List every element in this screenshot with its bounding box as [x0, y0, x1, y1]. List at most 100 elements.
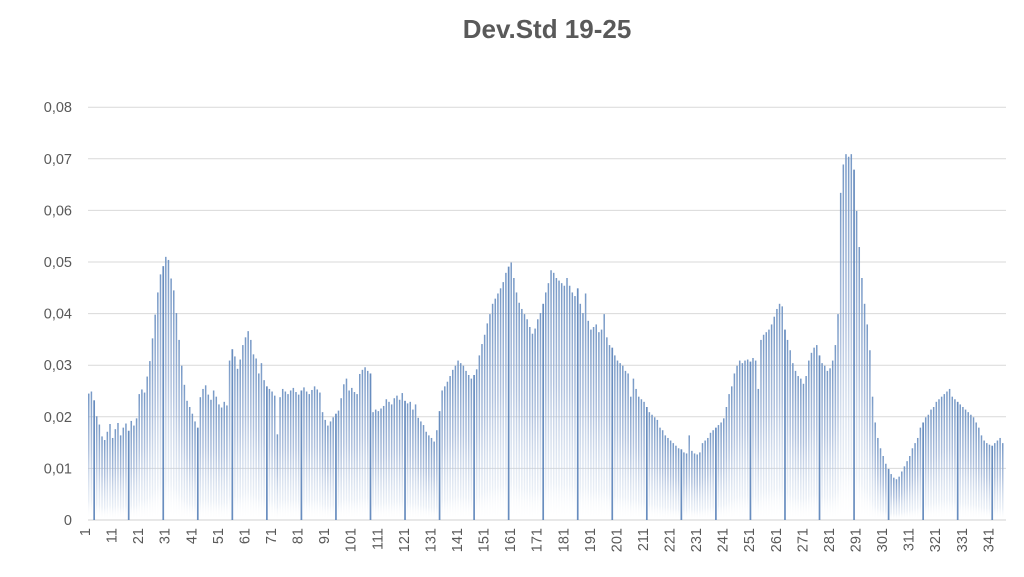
- bar: [991, 445, 994, 520]
- bar: [829, 368, 831, 520]
- bar: [948, 388, 951, 520]
- bar: [114, 429, 117, 520]
- bar: [236, 368, 239, 520]
- bar: [438, 411, 441, 520]
- bar: [813, 347, 815, 520]
- bar: [715, 427, 717, 520]
- bar: [691, 450, 693, 520]
- bar: [210, 399, 212, 520]
- bar: [125, 423, 127, 520]
- bar: [717, 425, 720, 520]
- bar: [183, 384, 186, 520]
- bar: [627, 373, 629, 520]
- bar: [545, 292, 547, 520]
- x-tick-label: 241: [716, 528, 732, 552]
- bar: [165, 256, 167, 520]
- bar: [510, 262, 512, 520]
- bar: [930, 409, 932, 520]
- bar: [311, 389, 313, 520]
- bar: [988, 444, 991, 520]
- bar: [874, 422, 876, 520]
- bar: [776, 308, 778, 520]
- bar: [364, 367, 366, 520]
- bar: [234, 356, 236, 520]
- bar: [247, 331, 249, 520]
- bar: [191, 413, 194, 520]
- bar: [922, 422, 924, 520]
- bar: [305, 391, 308, 520]
- bar: [340, 398, 342, 520]
- bar: [653, 417, 656, 520]
- bar: [332, 417, 334, 520]
- bar: [693, 453, 696, 520]
- bar: [592, 327, 595, 520]
- bar: [643, 401, 645, 520]
- bar: [436, 430, 438, 520]
- bar: [523, 314, 526, 520]
- bar: [109, 424, 111, 520]
- bar: [452, 369, 454, 520]
- bar: [157, 292, 159, 520]
- bar-series: [88, 154, 1004, 521]
- bar: [454, 365, 457, 520]
- bar: [481, 344, 483, 520]
- x-tick-label: 221: [663, 528, 679, 552]
- bar: [816, 345, 818, 520]
- chart-title: Dev.Std 19-25: [462, 14, 632, 44]
- bar: [491, 303, 494, 520]
- bar: [954, 399, 956, 520]
- bar: [728, 394, 730, 520]
- bar: [303, 387, 305, 520]
- bar: [640, 399, 643, 520]
- bar: [396, 395, 398, 520]
- x-tick-label: 41: [184, 528, 200, 544]
- bar: [499, 288, 502, 520]
- bar: [834, 345, 837, 520]
- bar: [422, 425, 425, 520]
- bar: [141, 389, 143, 520]
- y-tick-label: 0,05: [44, 255, 72, 271]
- bar: [887, 468, 890, 520]
- bar: [584, 293, 587, 520]
- bar: [505, 272, 507, 520]
- x-tick-label: 321: [928, 528, 944, 552]
- x-tick-label: 31: [158, 528, 174, 544]
- bar: [196, 427, 199, 520]
- bar: [890, 474, 892, 520]
- x-tick-label: 151: [477, 528, 493, 552]
- bar: [425, 431, 427, 520]
- bar: [343, 384, 345, 520]
- bar: [321, 412, 324, 520]
- bar: [226, 405, 228, 520]
- bar: [135, 418, 138, 520]
- bar: [457, 360, 459, 520]
- bar: [563, 285, 566, 520]
- bar: [582, 313, 584, 520]
- bar: [215, 396, 218, 520]
- bar: [356, 394, 358, 520]
- bar: [826, 370, 829, 520]
- bar: [951, 396, 954, 520]
- bar: [805, 376, 807, 520]
- x-tick-label: 111: [370, 528, 386, 550]
- bar: [842, 164, 845, 521]
- bar: [130, 420, 133, 520]
- bar: [372, 412, 374, 520]
- bar: [746, 359, 749, 520]
- bar: [730, 386, 733, 520]
- x-tick-label: 171: [530, 528, 546, 552]
- bar: [406, 403, 409, 520]
- bar: [871, 396, 874, 520]
- bar: [337, 410, 340, 520]
- bar: [420, 421, 422, 520]
- bar: [916, 437, 919, 520]
- bar: [138, 394, 140, 520]
- bar: [175, 313, 178, 520]
- bar: [359, 373, 361, 520]
- bar: [938, 399, 940, 520]
- bar: [170, 278, 172, 520]
- bar: [552, 272, 555, 520]
- bar: [446, 381, 449, 520]
- bar: [186, 400, 188, 520]
- bar: [521, 308, 523, 520]
